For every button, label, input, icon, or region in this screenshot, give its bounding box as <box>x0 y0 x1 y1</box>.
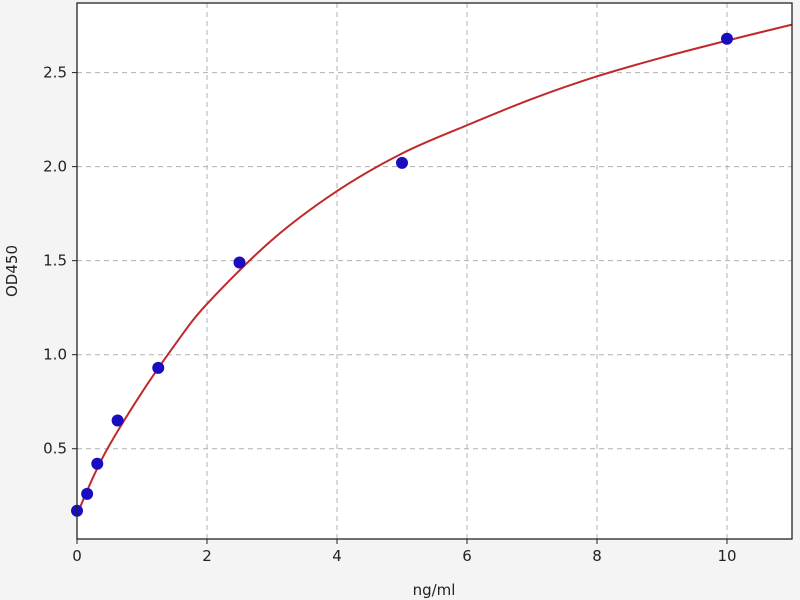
data-point <box>152 361 165 374</box>
data-point <box>721 32 733 45</box>
data-point <box>91 457 104 470</box>
y-tick-label: 2.0 <box>43 158 67 176</box>
x-tick-label: 8 <box>592 547 602 565</box>
data-point <box>111 414 124 427</box>
grid <box>77 3 792 539</box>
x-tick-label: 0 <box>72 547 82 565</box>
y-tick-label: 2.5 <box>43 64 67 82</box>
x-tick-label: 10 <box>717 547 736 565</box>
plot-area <box>77 3 792 539</box>
data-point <box>396 156 408 169</box>
data-points <box>71 32 733 517</box>
y-tick-label: 1.0 <box>43 346 67 364</box>
fit-curve <box>76 23 793 515</box>
x-tick-label: 6 <box>462 547 472 565</box>
y-tick-label: 0.5 <box>43 440 67 458</box>
plot-frame <box>76 2 793 540</box>
data-point <box>233 256 246 269</box>
data-point <box>81 487 94 500</box>
x-axis-label: ng/ml <box>413 581 456 599</box>
y-tick-label: 1.5 <box>43 252 67 270</box>
ticks: 0 2 4 6 8 10 0.5 1.0 1.5 2.0 2.5 <box>43 64 736 565</box>
x-tick-label: 4 <box>332 547 342 565</box>
x-tick-label: 2 <box>202 547 212 565</box>
y-axis-label: OD450 <box>3 245 21 297</box>
